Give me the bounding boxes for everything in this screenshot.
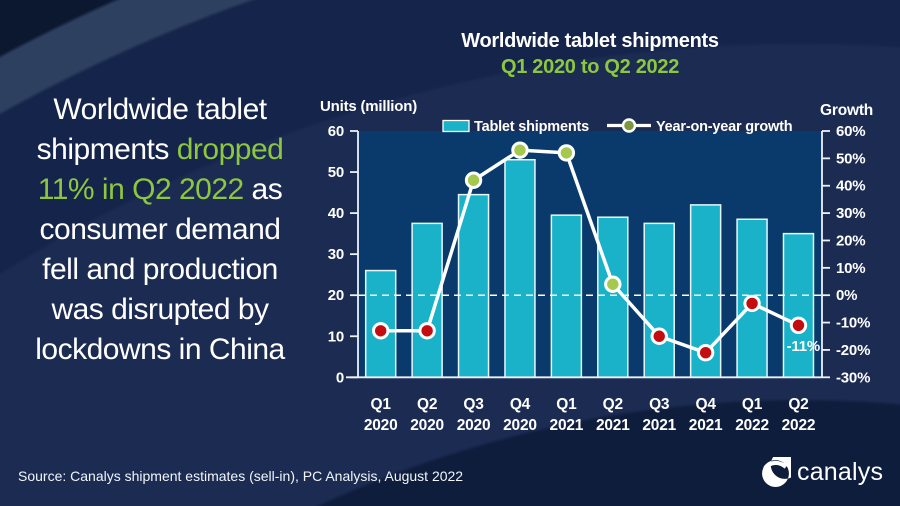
growth-marker-Q1-2022 [743,294,761,313]
x-label-quarter-Q2-2020: Q2 [417,396,437,413]
x-label-quarter-Q1-2022: Q1 [742,396,763,413]
x-label-quarter-Q4-2020: Q4 [510,396,531,413]
x-label-year-Q4-2020: 2020 [503,417,537,434]
left-tick-label-10: 10 [328,328,344,345]
x-label-year-Q3-2021: 2021 [642,417,676,434]
growth-marker-Q3-2021 [650,327,668,345]
headline-line: 11% in Q2 2022 as [10,170,310,210]
headline-line: Worldwide tablet [10,90,310,130]
right-tick-label--20%: -20% [836,342,870,359]
x-label-quarter-Q4-2021: Q4 [695,396,716,413]
chart-subtitle: Q1 2020 to Q2 2022 [500,56,680,78]
right-tick-label-50%: 50% [836,150,865,167]
headline-line: consumer demand [10,210,310,250]
x-label-year-Q1-2020: 2020 [364,417,398,434]
chart-title: Worldwide tablet shipments [461,30,719,52]
canalys-logo-mark [762,457,791,487]
right-tick-label-40%: 40% [836,178,865,195]
x-label-quarter-Q1-2021: Q1 [556,396,577,413]
legend-bar-swatch [442,119,470,133]
x-label-year-Q2-2022: 2022 [782,417,816,434]
bar-Q4-2020 [504,158,536,379]
right-tick-label-0%: 0% [836,287,857,304]
headline-text-segment: Worldwide tablet [53,93,267,126]
legend-bar-label: Tablet shipments [474,119,589,135]
headline-text-segment: 11% in Q2 2022 [37,173,244,206]
left-tick-label-30: 30 [328,246,344,263]
x-label-quarter-Q1-2020: Q1 [371,396,392,413]
canalys-logo: canalys [760,457,883,488]
x-label-quarter-Q3-2021: Q3 [649,396,670,413]
headline-line: fell and production [10,250,310,290]
headline-text-segment: fell and production [42,253,278,286]
growth-marker-Q1-2020 [372,322,390,340]
left-axis-title: Units (million) [320,98,417,115]
right-tick-label-10%: 10% [836,260,865,277]
x-label-year-Q4-2021: 2021 [689,417,723,434]
headline-text-segment: consumer demand [39,213,281,246]
headline-text-segment: was disrupted by [51,293,269,326]
right-axis-title: Growth [820,102,873,119]
headline: Worldwide tablet shipments dropped 11% in … [10,90,310,370]
headline-line: lockdowns in China [10,330,310,370]
growth-marker-Q4-2020 [511,141,529,159]
canalys-logo-text: canalys [797,458,884,486]
growth-marker-Q1-2021 [557,144,576,162]
x-label-year-Q2-2020: 2020 [410,417,444,434]
growth-marker-Q2-2020 [418,322,436,340]
right-tick-label--10%: -10% [836,315,870,332]
left-tick-label-40: 40 [328,205,344,222]
right-tick-label--30%: -30% [836,369,870,386]
x-label-year-Q2-2021: 2021 [596,417,630,434]
headline-text-segment: dropped [176,133,284,166]
right-tick-label-30%: 30% [836,205,865,222]
left-tick-label-50: 50 [328,164,344,181]
left-tick-label-20: 20 [328,287,344,304]
legend-line-marker-icon [621,118,637,133]
x-label-year-Q3-2020: 2020 [457,417,491,434]
chart-title-block: Worldwide tablet shipments Q1 2020 to Q2… [390,30,790,79]
x-label-year-Q1-2022: 2022 [735,417,769,434]
x-label-year-Q1-2021: 2021 [550,417,584,434]
bar-Q1-2021 [550,214,583,379]
x-label-quarter-Q3-2020: Q3 [463,396,484,413]
right-tick-label-20%: 20% [836,232,865,249]
headline-text-segment: as [243,173,283,206]
logo-swoosh [763,458,791,470]
right-tick-label-60%: 60% [836,123,865,140]
left-tick-label-60: 60 [328,123,344,140]
legend-line-label: Year-on-year growth [656,119,792,135]
bar-Q2-2022 [782,232,815,379]
growth-marker-Q2-2021 [604,275,622,293]
left-tick-label-0: 0 [336,369,344,386]
bar-Q3-2021 [643,222,675,379]
annotation-Q2-2022: -11% [787,338,820,355]
headline-line: shipments dropped [10,130,310,170]
growth-line [380,148,800,355]
x-label-quarter-Q2-2021: Q2 [603,396,623,413]
growth-marker-Q4-2021 [696,343,715,362]
headline-line: was disrupted by [10,290,310,330]
source-note: Source: Canalys shipment estimates (sell… [18,468,464,484]
bar-Q3-2020 [457,193,490,379]
headline-text-segment: shipments [36,133,177,166]
x-label-quarter-Q2-2022: Q2 [788,396,808,413]
growth-marker-Q2-2022 [789,316,808,335]
growth-marker-Q3-2020 [464,171,483,189]
headline-text-segment: lockdowns in China [35,333,285,366]
